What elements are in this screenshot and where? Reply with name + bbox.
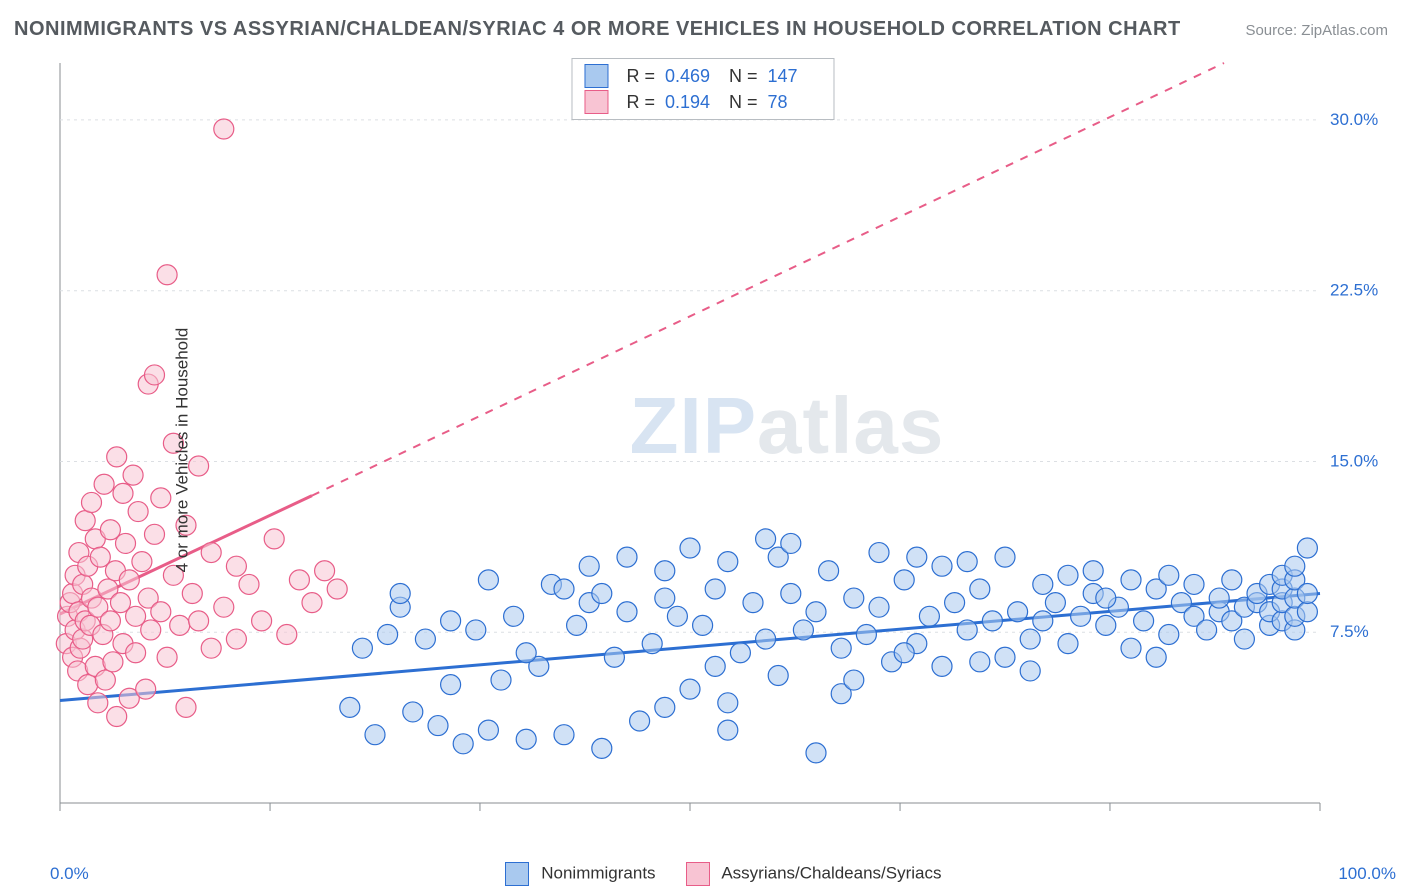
svg-text:30.0%: 30.0% bbox=[1330, 110, 1378, 129]
x-axis-legend: 0.0% Nonimmigrants Assyrians/Chaldeans/S… bbox=[50, 862, 1396, 886]
chart-title: NONIMMIGRANTS VS ASSYRIAN/CHALDEAN/SYRIA… bbox=[14, 18, 1181, 41]
stats-legend-row-1: R =0.469 N =147 bbox=[584, 63, 821, 89]
x-axis-max-label: 100.0% bbox=[1338, 864, 1396, 884]
y-axis-label: 4 or more Vehicles in Household bbox=[172, 328, 192, 573]
stats-legend: R =0.469 N =147 R =0.194 N =78 bbox=[571, 58, 834, 120]
svg-text:22.5%: 22.5% bbox=[1330, 281, 1378, 300]
plot-area: 4 or more Vehicles in Household 7.5% 15.0… bbox=[50, 55, 1390, 845]
svg-text:15.0%: 15.0% bbox=[1330, 451, 1378, 470]
stats-legend-row-2: R =0.194 N =78 bbox=[584, 89, 821, 115]
legend-swatch-blue-bottom bbox=[505, 862, 529, 886]
series-legend-1: Nonimmigrants bbox=[505, 862, 656, 886]
source-label: Source: ZipAtlas.com bbox=[1245, 22, 1388, 39]
legend-swatch-blue bbox=[584, 64, 608, 88]
legend-swatch-pink bbox=[584, 90, 608, 114]
legend-swatch-pink-bottom bbox=[686, 862, 710, 886]
x-axis-min-label: 0.0% bbox=[50, 864, 89, 884]
svg-text:7.5%: 7.5% bbox=[1330, 622, 1369, 641]
series-legend-2: Assyrians/Chaldeans/Syriacs bbox=[686, 862, 942, 886]
scatter-chart: 7.5% 15.0% 22.5% 30.0% bbox=[50, 55, 1390, 845]
